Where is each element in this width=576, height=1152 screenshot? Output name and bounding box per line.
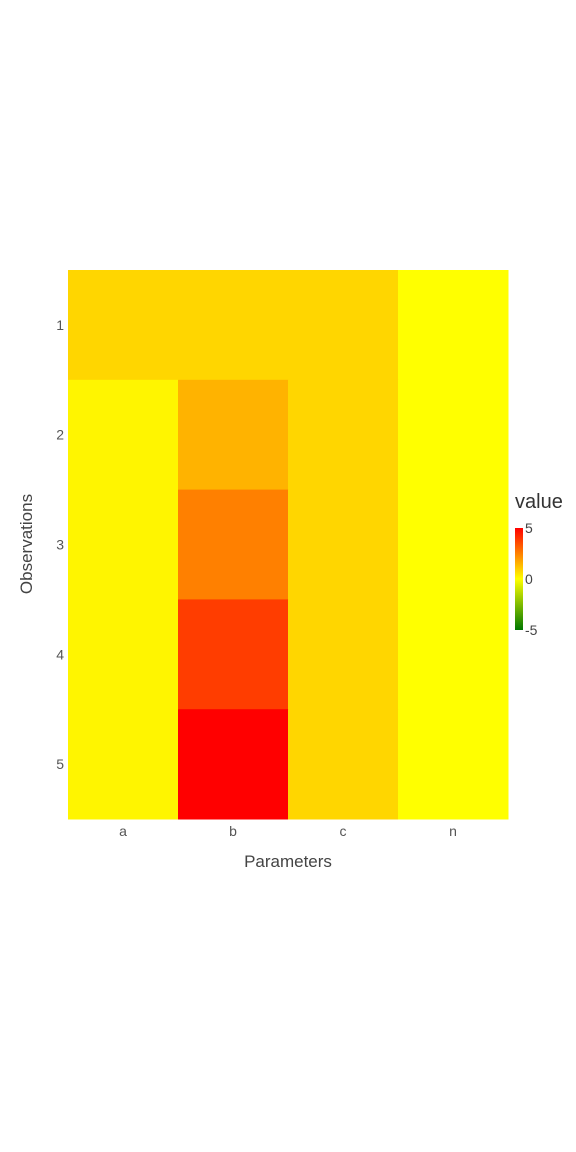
heatmap-cell [68,270,179,381]
y-tick-label: 5 [56,756,64,772]
heatmap-cell [288,599,399,710]
heatmap-cell [288,270,399,381]
heatmap-cell [288,709,399,820]
heatmap-cell [178,270,289,381]
colorbar-ticks: 5 0 -5 [525,520,538,638]
heatmap-cell [178,599,289,710]
heatmap-cell [398,489,509,600]
y-tick-label: 2 [56,427,64,443]
heatmap-cell [68,489,179,600]
heatmap-cell [288,489,399,600]
y-axis-title: Observations [17,494,36,594]
heatmap-cell [398,709,509,820]
x-axis-title: Parameters [244,852,332,871]
heatmap-cell [68,379,179,491]
heatmap-cell [288,379,399,491]
heatmap-cell [398,379,509,491]
x-tick-label: c [340,823,347,839]
heatmap-cells [68,270,509,820]
y-tick-label: 3 [56,537,64,553]
heatmap-cell [68,709,179,820]
heatmap-cell [178,379,289,491]
x-tick-label: a [119,823,127,839]
y-tick-label: 1 [56,317,64,333]
colorbar-gradient [515,528,523,630]
colorbar-tick-label: 5 [525,520,533,536]
x-tick-label: n [449,823,457,839]
heatmap-cell [398,599,509,710]
colorbar-legend: value 5 0 -5 [515,491,563,638]
heatmap-cell [68,599,179,710]
y-axis-ticks: 1 2 3 4 5 [56,317,64,772]
x-tick-label: b [229,823,237,839]
heatmap-cell [178,709,289,820]
heatmap-cell [178,489,289,600]
heatmap-cell [398,270,509,381]
y-tick-label: 4 [56,646,64,662]
colorbar-title: value [515,491,563,513]
colorbar-tick-label: -5 [525,622,538,638]
colorbar-tick-label: 0 [525,571,533,587]
